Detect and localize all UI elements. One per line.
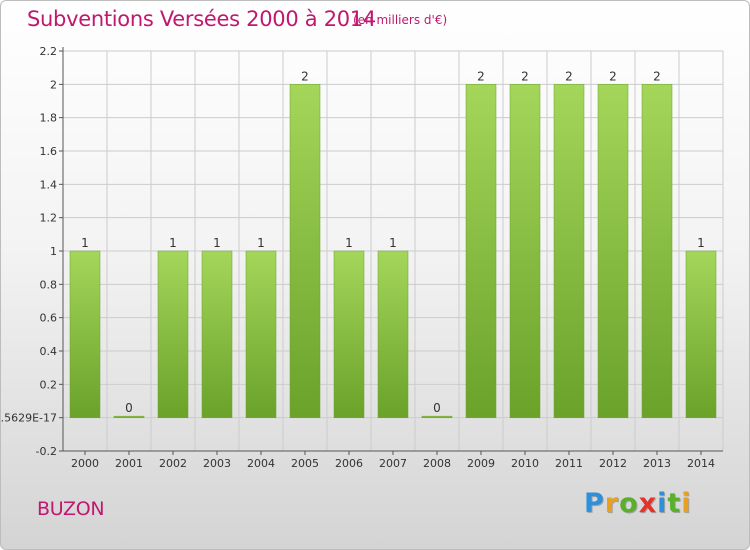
data-label: 1 (257, 236, 265, 250)
y-tick-label: 2.2 (40, 45, 58, 58)
x-tick-label: 2004 (247, 457, 275, 470)
bars (69, 84, 717, 418)
brand-letter: i (657, 488, 668, 519)
brand-letter: r (604, 488, 620, 519)
y-tick-label: 0.6 (40, 312, 58, 325)
y-tick-label: -1.5629E-17 (1, 412, 57, 425)
data-label: 1 (213, 236, 221, 250)
brand-letter: o (619, 488, 639, 519)
y-tick-label: 2 (50, 78, 57, 91)
labels: -0.2 -1.5629E-17 0.2 0.4 0.6 0.8 1 1.2 1.4 1.6 1.8… (1, 45, 715, 470)
x-tick-label: 2013 (643, 457, 671, 470)
brand-letter: i (681, 488, 692, 519)
x-tick-label: 2007 (379, 457, 407, 470)
brand-letter: x (638, 488, 658, 519)
x-tick-label: 2011 (555, 457, 583, 470)
bar (333, 250, 365, 418)
x-tick-label: 2003 (203, 457, 231, 470)
bar (465, 84, 497, 418)
data-label: 1 (169, 236, 177, 250)
y-tick-label: 1.6 (40, 145, 58, 158)
x-tick-label: 2010 (511, 457, 539, 470)
x-tick-label: 2002 (159, 457, 187, 470)
bar (201, 250, 233, 418)
y-tick-label: 1.8 (40, 112, 58, 125)
y-tick-label: 1.2 (40, 212, 58, 225)
bar (641, 84, 673, 418)
bar (509, 84, 541, 418)
bar (421, 415, 453, 418)
data-label: 1 (81, 236, 89, 250)
proxiti-logo[interactable]: Proxiti (584, 488, 692, 519)
data-label: 2 (565, 69, 573, 83)
data-label: 2 (521, 69, 529, 83)
x-tick-label: 2014 (687, 457, 715, 470)
bar (157, 250, 189, 418)
brand-letter: P (584, 488, 605, 519)
x-tick-label: 2012 (599, 457, 627, 470)
bar (685, 250, 717, 418)
bar (553, 84, 585, 418)
x-tick-label: 2001 (115, 457, 143, 470)
bar (113, 415, 145, 418)
y-tick-label: 1.4 (40, 178, 58, 191)
bar (69, 250, 101, 418)
data-label: 1 (345, 236, 353, 250)
x-tick-label: 2009 (467, 457, 495, 470)
chart-title: Subventions Versées 2000 à 2014 (27, 7, 376, 31)
data-label: 2 (653, 69, 661, 83)
chart-subtitle: (en milliers d'€) (353, 13, 448, 27)
x-tick-label: 2000 (71, 457, 99, 470)
y-tick-label: 0.4 (40, 345, 58, 358)
y-tick-label: 1 (50, 245, 57, 258)
data-label: 0 (433, 401, 441, 415)
x-tick-label: 2008 (423, 457, 451, 470)
data-label: 2 (609, 69, 617, 83)
y-tick-label: -0.2 (36, 445, 57, 458)
data-label: 1 (389, 236, 397, 250)
brand-letter: t (667, 488, 682, 519)
bar (289, 84, 321, 418)
data-label: 0 (125, 401, 133, 415)
data-label: 2 (477, 69, 485, 83)
commune-name: BUZON (37, 498, 105, 520)
data-label: 2 (301, 69, 309, 83)
bar (597, 84, 629, 418)
y-tick-label: 0.8 (40, 278, 58, 291)
bar (245, 250, 277, 418)
bar (377, 250, 409, 418)
x-tick-label: 2005 (291, 457, 319, 470)
data-label: 1 (697, 236, 705, 250)
x-tick-label: 2006 (335, 457, 363, 470)
y-tick-label: 0.2 (40, 378, 58, 391)
axes (59, 47, 723, 455)
